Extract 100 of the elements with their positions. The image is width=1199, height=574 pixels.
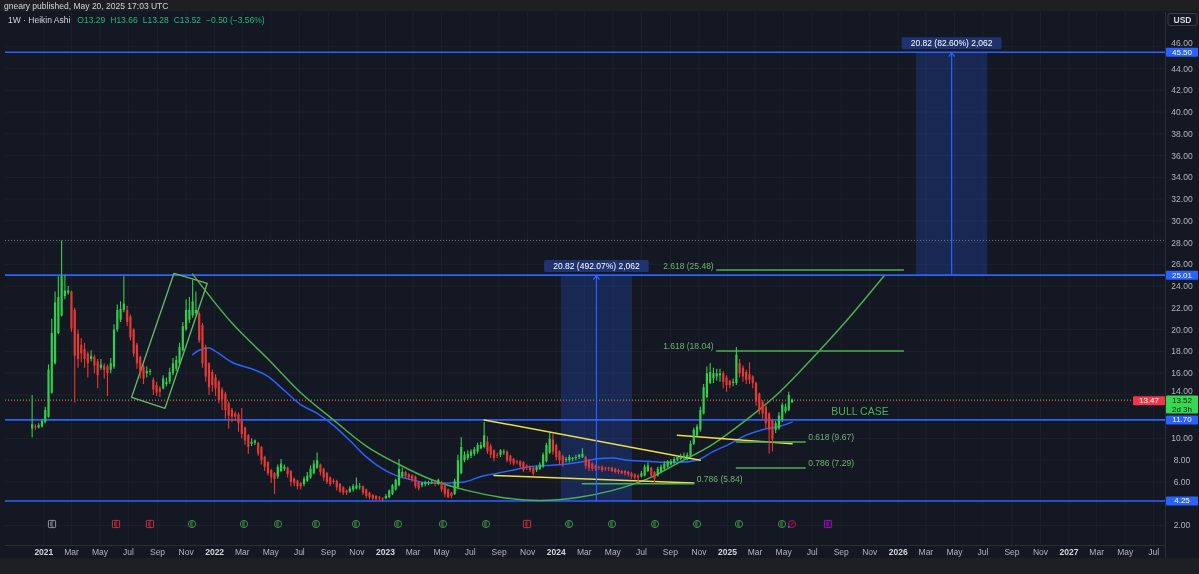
chart-subtitle: 1W · Heikin Ashi (8, 15, 71, 25)
x-tick-label: Nov (1032, 546, 1049, 557)
x-tick-label: Sep (1004, 546, 1020, 557)
x-tick-label: Jul (123, 546, 135, 557)
x-tick-label: May (262, 546, 280, 557)
x-tick-label: 2022 (205, 546, 225, 557)
y-tick-label: 38.00 (1171, 128, 1193, 139)
ref-line-label: 13.47 (1138, 396, 1160, 406)
x-tick-label: Jul (1148, 546, 1160, 557)
text: USD (1173, 14, 1192, 25)
x-tick-label: Mar (64, 546, 79, 557)
x-tick-label: Sep (662, 546, 679, 557)
candlestick (106, 364, 109, 396)
candlestick (748, 362, 751, 385)
band-label: 20.82 (492.07%) 2,062 (553, 261, 640, 272)
candlestick (273, 472, 276, 494)
x-tick-label: Nov (691, 546, 708, 557)
candlestick (250, 438, 253, 447)
candlestick (630, 472, 633, 479)
candlestick (623, 469, 627, 476)
y-tick-label: 20.00 (1171, 324, 1193, 335)
annotation: O13.29 (77, 15, 106, 25)
x-tick-label: 2024 (546, 546, 566, 557)
annotation: L13.28 (142, 15, 169, 25)
candlestick (564, 456, 568, 463)
y-tick-label: 8.00 (1173, 455, 1191, 466)
x-tick-label: May (604, 546, 622, 557)
candlestick (433, 480, 437, 487)
x-tick-label: Jul (977, 546, 989, 557)
x-tick-label: Mar (576, 546, 592, 557)
x-tick-label: 2025 (718, 546, 738, 557)
candlestick (34, 424, 37, 430)
x-tick-label: May (1117, 546, 1134, 557)
candlestick (725, 375, 728, 392)
candlestick (499, 449, 502, 457)
y-tick-label: 44.00 (1171, 63, 1193, 74)
candlestick (155, 381, 158, 396)
x-tick-label: Nov (349, 546, 366, 557)
annotation: H13.66 (110, 15, 138, 25)
candlestick (502, 449, 505, 455)
ref-line-label: 4.25 (1174, 496, 1191, 506)
y-tick-label: 16.00 (1171, 368, 1193, 379)
y-tick-label: 42.00 (1171, 85, 1193, 96)
annotation: −0.50 (−3.56%) (206, 15, 265, 25)
y-tick-label: 30.00 (1171, 215, 1193, 226)
y-tick-label: 2.00 (1173, 520, 1191, 531)
chart-title: gneary published, May 20, 2025 17:03 UTC (4, 0, 169, 11)
y-tick-label: 28.00 (1171, 237, 1193, 248)
y-tick-label: 32.00 (1171, 194, 1193, 205)
y-tick-label: 24.00 (1171, 281, 1193, 292)
x-tick-label: Sep (320, 546, 337, 557)
y-tick-label: 46.00 (1171, 38, 1193, 49)
x-tick-label: Jul (806, 546, 818, 557)
x-tick-label: Sep (491, 546, 507, 557)
x-tick-label: Jul (293, 546, 305, 557)
x-tick-label: Mar (747, 546, 763, 557)
ref-line-label: 13.52 (1171, 395, 1193, 405)
x-tick-label: 2027 (1059, 546, 1079, 557)
ref-line-label: 11.70 (1172, 415, 1193, 425)
x-tick-label: 2023 (375, 546, 396, 557)
candlestick (653, 471, 656, 482)
y-tick-label: 10.00 (1171, 433, 1193, 444)
ref-line-label: 25.01 (1171, 270, 1193, 280)
x-tick-label: Nov (178, 546, 195, 557)
x-tick-label: May (775, 546, 793, 557)
x-tick-label: May (946, 546, 964, 557)
x-tick-label: May (91, 546, 109, 557)
x-tick-label: May (433, 546, 451, 557)
x-tick-label: Nov (862, 546, 879, 557)
x-tick-label: Nov (520, 546, 536, 557)
x-tick-label: Jul (635, 546, 647, 557)
y-tick-label: 40.00 (1171, 107, 1193, 118)
x-tick-label: Mar (234, 546, 250, 557)
y-tick-label: 26.00 (1171, 259, 1193, 270)
x-tick-label: 2021 (34, 546, 54, 557)
x-tick-label: Mar (1089, 546, 1105, 557)
x-tick-label: Jul (464, 546, 476, 557)
candlestick (666, 460, 669, 468)
candlestick (712, 367, 715, 383)
y-tick-label: 22.00 (1171, 302, 1193, 313)
ref-line-label: 45.50 (1171, 47, 1193, 57)
annotation: C13.52 (173, 15, 202, 25)
y-tick-label: 36.00 (1171, 150, 1193, 161)
candlestick (718, 368, 722, 382)
candlestick (682, 452, 686, 460)
annotation: BULL CASE (831, 405, 889, 417)
x-tick-label: Sep (833, 546, 850, 557)
band-label: 20.82 (82.60%) 2,062 (910, 38, 993, 49)
annotation: 0.618 (9.67) (808, 432, 855, 443)
y-tick-label: 18.00 (1171, 346, 1193, 357)
annotation: 1.618 (18.04) (663, 341, 714, 352)
candlestick (355, 477, 358, 490)
x-tick-label: 2026 (888, 546, 908, 557)
x-tick-label: Mar (918, 546, 934, 557)
annotation: 2.618 (25.48) (663, 260, 714, 271)
annotation: 0.786 (7.29) (808, 458, 855, 469)
candlestick (522, 461, 525, 473)
text: 2d 3h (1171, 404, 1193, 414)
annotation: 0.786 (5.84) (696, 474, 743, 485)
y-tick-label: 14.00 (1171, 386, 1193, 397)
